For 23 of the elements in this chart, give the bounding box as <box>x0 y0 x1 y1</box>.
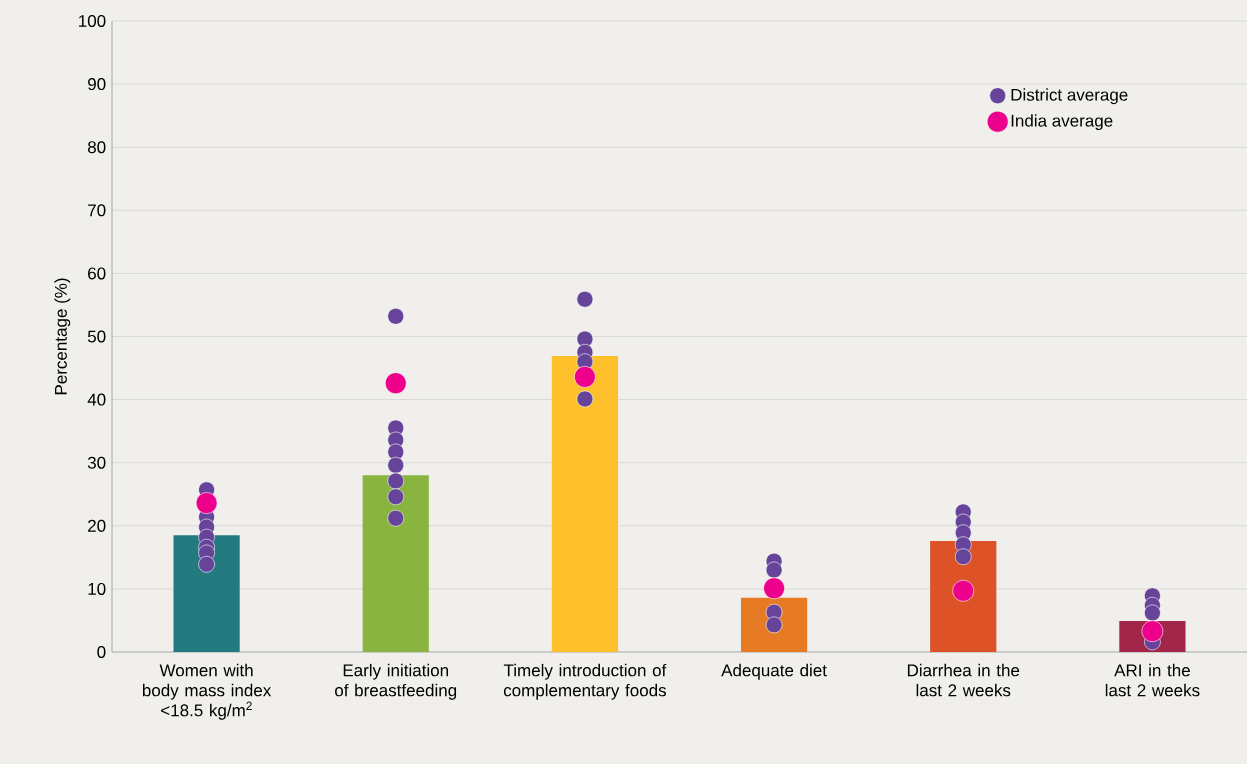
x-tick-label: Diarrhea in the last 2 weeks <box>907 663 1020 697</box>
x-tick-label: Adequate diet <box>721 663 827 680</box>
y-tick-label: 100 <box>79 14 106 28</box>
y-tick-label: 80 <box>87 141 106 154</box>
y-tick-label: 60 <box>88 267 106 280</box>
y-tick-label: 70 <box>88 204 106 217</box>
bar <box>362 475 429 652</box>
y-tick-label: 90 <box>88 78 106 91</box>
bar <box>173 535 240 652</box>
x-tick-label: Early initiation of breastfeeding <box>335 663 457 700</box>
bar <box>551 356 619 652</box>
x-tick-label: Timely introduction of complementary foods <box>503 663 667 700</box>
y-tick-label: 40 <box>87 393 106 406</box>
y-tick-label: 30 <box>87 456 106 469</box>
x-tick-label: Women with body mass index <18.5 kg/m$^{2}$ <box>142 663 272 720</box>
legend-label: India average <box>1011 114 1113 131</box>
legend-label: District average <box>1011 88 1128 105</box>
y-axis-title: Percentage (%) <box>54 278 71 395</box>
y-tick-label: 20 <box>88 519 106 532</box>
y-tick-label: 0 <box>97 645 106 659</box>
y-tick-label: 50 <box>87 330 106 343</box>
x-tick-label: ARI in the last 2 weeks <box>1105 663 1200 697</box>
y-tick-label: 10 <box>88 582 106 595</box>
